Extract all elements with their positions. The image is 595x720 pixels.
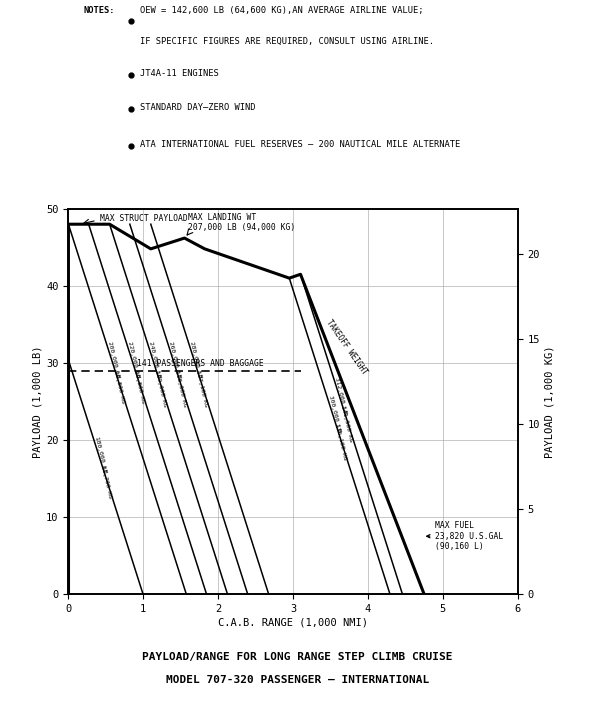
- Text: 118,000 KG: 118,000 KG: [174, 370, 187, 408]
- Text: 90,800 KG: 90,800 KG: [113, 370, 126, 404]
- Text: MAX FUEL
23,820 U.S.GAL
(90,160 L): MAX FUEL 23,820 U.S.GAL (90,160 L): [427, 521, 503, 551]
- Text: 99,800 KG: 99,800 KG: [133, 370, 146, 404]
- Text: NOTES:: NOTES:: [83, 6, 115, 14]
- Text: JT4A-11 ENGINES: JT4A-11 ENGINES: [140, 69, 218, 78]
- Text: 81,700 KG: 81,700 KG: [100, 465, 112, 499]
- Text: MAX LANDING WT
207,000 LB (94,000 KG): MAX LANDING WT 207,000 LB (94,000 KG): [188, 212, 296, 232]
- Text: IF SPECIFIC FIGURES ARE REQUIRED, CONSULT USING AIRLINE.: IF SPECIFIC FIGURES ARE REQUIRED, CONSUL…: [140, 37, 434, 46]
- Text: STANDARD DAY—ZERO WIND: STANDARD DAY—ZERO WIND: [140, 103, 255, 112]
- Text: TAKEOFF WEIGHT: TAKEOFF WEIGHT: [325, 318, 369, 377]
- Text: 136,100 KG: 136,100 KG: [334, 423, 347, 461]
- Text: 300,000 LB: 300,000 LB: [327, 395, 341, 433]
- Text: 127,100 KG: 127,100 KG: [195, 370, 208, 408]
- Text: 260,000 LB: 260,000 LB: [168, 341, 181, 379]
- Text: 200,000 LB: 200,000 LB: [107, 341, 120, 379]
- Text: MODEL 707-320 PASSENGER – INTERNATIONAL: MODEL 707-320 PASSENGER – INTERNATIONAL: [166, 675, 429, 685]
- Text: 141,500 KG: 141,500 KG: [340, 405, 353, 443]
- Text: 220,000 LB: 220,000 LB: [127, 341, 140, 379]
- Text: PAYLOAD/RANGE FOR LONG RANGE STEP CLIMB CRUISE: PAYLOAD/RANGE FOR LONG RANGE STEP CLIMB …: [142, 652, 453, 662]
- Y-axis label: PAYLOAD (1,000 LB): PAYLOAD (1,000 LB): [32, 345, 42, 458]
- Text: MAX STRUCT PAYLOAD: MAX STRUCT PAYLOAD: [100, 214, 187, 222]
- Text: ATA INTERNATIONAL FUEL RESERVES – 200 NAUTICAL MILE ALTERNATE: ATA INTERNATIONAL FUEL RESERVES – 200 NA…: [140, 140, 460, 150]
- Text: 180,000 LB: 180,000 LB: [94, 436, 107, 474]
- Text: 280,000 LB: 280,000 LB: [189, 341, 202, 379]
- Text: 312,000 LB: 312,000 LB: [334, 377, 347, 414]
- Y-axis label: PAYLOAD (1,000 KG): PAYLOAD (1,000 KG): [544, 345, 554, 458]
- Text: 109,000 KG: 109,000 KG: [154, 370, 167, 408]
- X-axis label: C.A.B. RANGE (1,000 NMI): C.A.B. RANGE (1,000 NMI): [218, 618, 368, 628]
- Text: OEW = 142,600 LB (64,600 KG),AN AVERAGE AIRLINE VALUE;: OEW = 142,600 LB (64,600 KG),AN AVERAGE …: [140, 6, 423, 14]
- Text: 240,000 LB: 240,000 LB: [148, 341, 161, 379]
- Text: 141 PASSENGERS AND BAGGAGE: 141 PASSENGERS AND BAGGAGE: [137, 359, 264, 368]
